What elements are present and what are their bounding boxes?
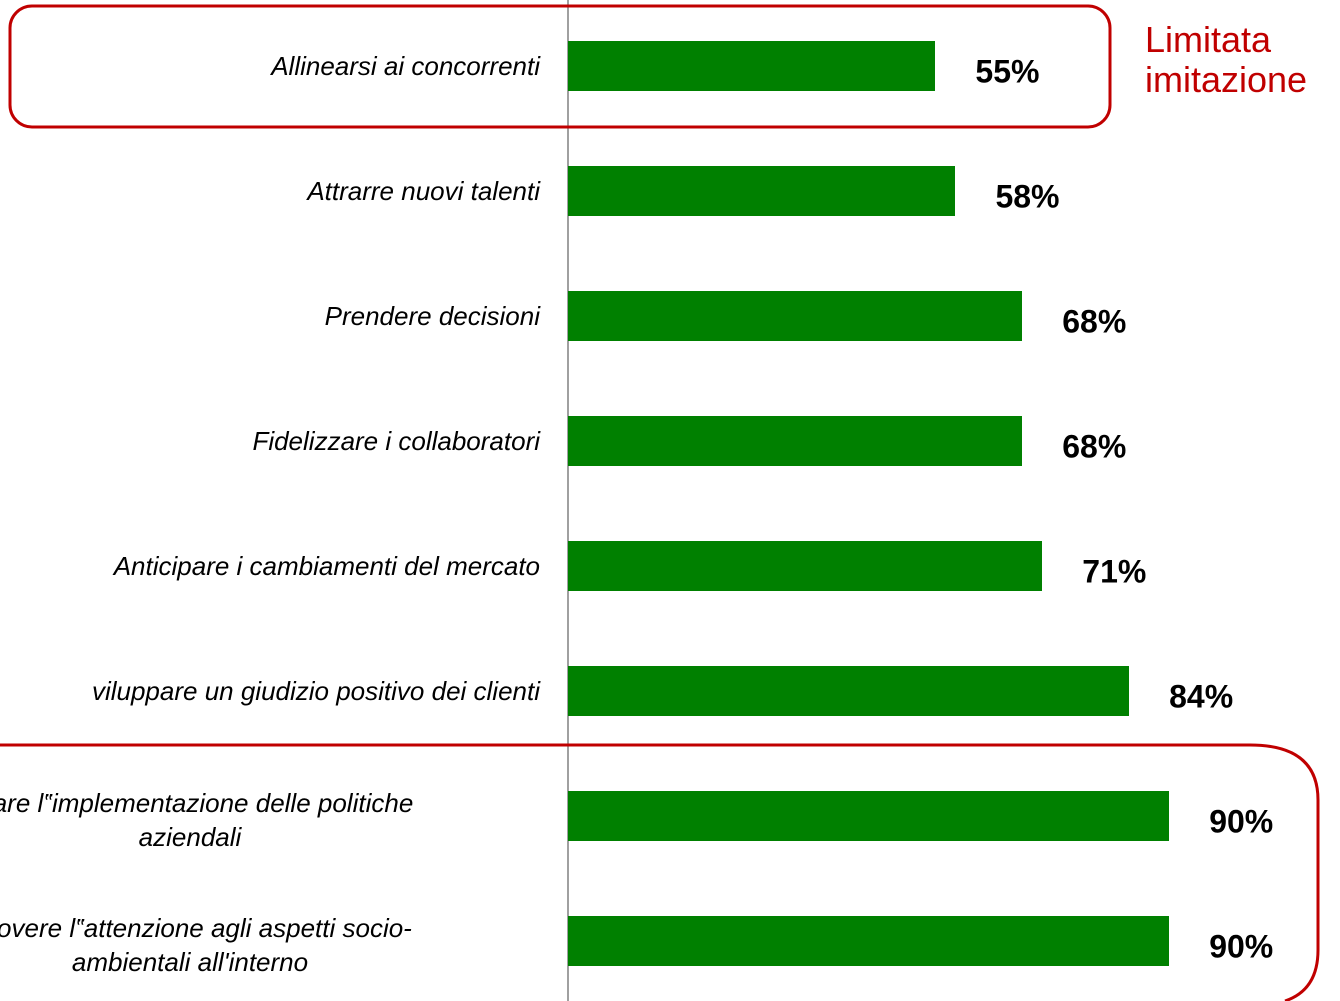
category-label: Fidelizzare i collaboratori bbox=[252, 426, 540, 456]
bar bbox=[568, 666, 1130, 716]
data-label: 58% bbox=[995, 178, 1060, 215]
category-label: nuovere l‟attenzione agli aspetti socio-… bbox=[0, 913, 412, 977]
data-label: 90% bbox=[1209, 928, 1274, 965]
annotation: Limitata imitazione bbox=[1145, 19, 1308, 100]
category-label: ficare l‟implementazione delle politiche… bbox=[0, 788, 414, 852]
highlight-box bbox=[0, 743, 1320, 1001]
data-label: 90% bbox=[1209, 803, 1274, 840]
data-label: 68% bbox=[1062, 428, 1127, 465]
category-label: Allinearsi ai concorrenti bbox=[271, 51, 540, 81]
bar bbox=[568, 41, 936, 91]
category-label: Attrarre nuovi talenti bbox=[307, 176, 540, 206]
category-label: viluppare un giudizio positivo dei clien… bbox=[91, 676, 540, 706]
bar bbox=[568, 291, 1023, 341]
category-label: Anticipare i cambiamenti del mercato bbox=[113, 551, 540, 581]
bar bbox=[568, 791, 1170, 841]
data-label: 68% bbox=[1062, 303, 1127, 340]
data-label: 84% bbox=[1169, 678, 1234, 715]
bar bbox=[568, 541, 1043, 591]
highlight-box bbox=[8, 4, 1112, 129]
bar bbox=[568, 166, 956, 216]
data-label: 71% bbox=[1082, 553, 1147, 590]
category-label: Prendere decisioni bbox=[324, 301, 540, 331]
bar bbox=[568, 416, 1023, 466]
data-label: 55% bbox=[975, 53, 1040, 90]
bar bbox=[568, 916, 1170, 966]
